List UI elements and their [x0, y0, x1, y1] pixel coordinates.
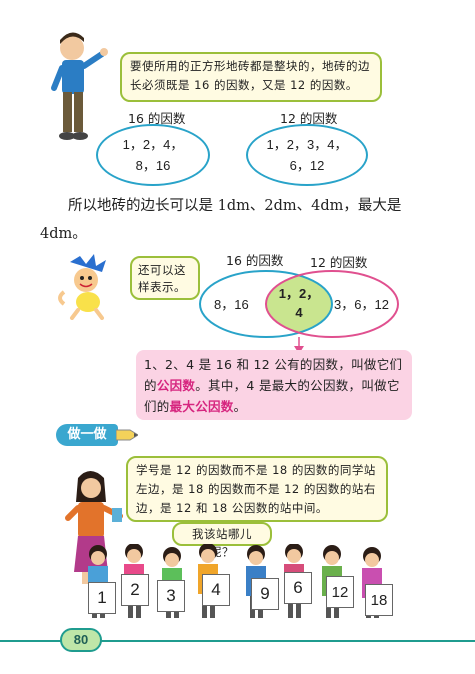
hint-speech-bubble: 要使所用的正方形地砖都是整块的，地砖的边长必须既是 16 的因数，又是 12 的… — [120, 52, 382, 102]
student-card-1: 1 — [88, 582, 116, 614]
boy-figure-illustration — [51, 32, 108, 140]
factors-16-line2: 8，16 — [135, 158, 171, 173]
venn-16-label: 16 的因数 — [226, 253, 284, 268]
conclusion-paragraph: 所以地砖的边长可以是 1dm、2dm、4dm，最大是 4dm。 — [40, 192, 440, 248]
venn-diagram — [199, 270, 399, 350]
definition-box: 1、2、4 是 16 和 12 公有的因数，叫做它们的公因数。其中，4 是最大的… — [136, 350, 412, 420]
factors-12-line2: 6，12 — [289, 158, 325, 173]
student-card-6: 6 — [284, 572, 312, 604]
exercise-instruction-text: 学号是 12 的因数而不是 18 的因数的同学站左边，是 18 的因数而不是 1… — [136, 463, 376, 515]
exercise-label-text: 做一做 — [67, 427, 107, 442]
cartoon-character-illustration — [58, 254, 106, 320]
venn-left-values: 8，16 — [214, 297, 249, 312]
venn-common-line1: 1，2， — [278, 286, 320, 301]
venn-common-values: 1，2， 4 — [276, 284, 322, 322]
definition-part2: 。其中，4 是最大的公因数，叫做它们的 — [144, 378, 400, 414]
hint-text: 要使所用的正方形地砖都是整块的，地砖的边长必须既是 16 的因数，又是 12 的… — [130, 59, 370, 92]
venn-left-ellipse — [199, 270, 333, 338]
factors-12-caption: 12 的因数 — [280, 111, 338, 126]
exercise-instruction-bubble: 学号是 12 的因数而不是 18 的因数的同学站左边，是 18 的因数而不是 1… — [126, 456, 388, 522]
common-factor-term: 公因数 — [156, 378, 196, 393]
conclusion-line2: 4dm。 — [40, 226, 87, 242]
student-card-2: 2 — [121, 574, 149, 606]
venn-right-ellipse — [265, 270, 399, 338]
page-number-badge: 80 — [60, 628, 102, 652]
question-bubble: 我该站哪儿呢？ — [172, 522, 272, 559]
definition-part1: 1、2、4 是 16 和 12 公有的因数，叫做它们的 — [144, 357, 403, 393]
pencil-icon — [116, 429, 138, 441]
page-number: 80 — [73, 632, 89, 647]
student-card-3: 3 — [157, 580, 185, 612]
student-card-18: 18 — [365, 584, 393, 616]
alt-bubble-line2: 样表示。 — [138, 280, 186, 294]
factors-16-ellipse: 1，2，4， 8，16 — [96, 124, 210, 186]
student-card-12: 12 — [326, 576, 354, 608]
alt-representation-bubble: 还可以这 样表示。 — [130, 256, 200, 300]
factors-12-line1: 1，2，3，4， — [266, 137, 348, 152]
greatest-common-factor-term: 最大公因数 — [169, 399, 234, 414]
definition-part3: 。 — [233, 399, 247, 414]
factors-16-line1: 1，2，4， — [122, 137, 184, 152]
venn-common-line2: 4 — [295, 305, 303, 320]
footer-rule — [0, 640, 475, 642]
venn-right-values: 3，6，12 — [334, 297, 389, 312]
exercise-label: 做一做 — [56, 424, 118, 446]
student-card-4: 4 — [202, 574, 230, 606]
venn-right-overlap-fill — [266, 271, 332, 337]
alt-bubble-line1: 还可以这 — [138, 263, 186, 277]
student-card-9: 9 — [251, 578, 279, 610]
factors-12-ellipse: 1，2，3，4， 6，12 — [246, 124, 368, 186]
factors-16-caption: 16 的因数 — [128, 111, 186, 126]
venn-12-label: 12 的因数 — [310, 255, 368, 270]
conclusion-line1: 所以地砖的边长可以是 1dm、2dm、4dm，最大是 — [68, 198, 402, 214]
